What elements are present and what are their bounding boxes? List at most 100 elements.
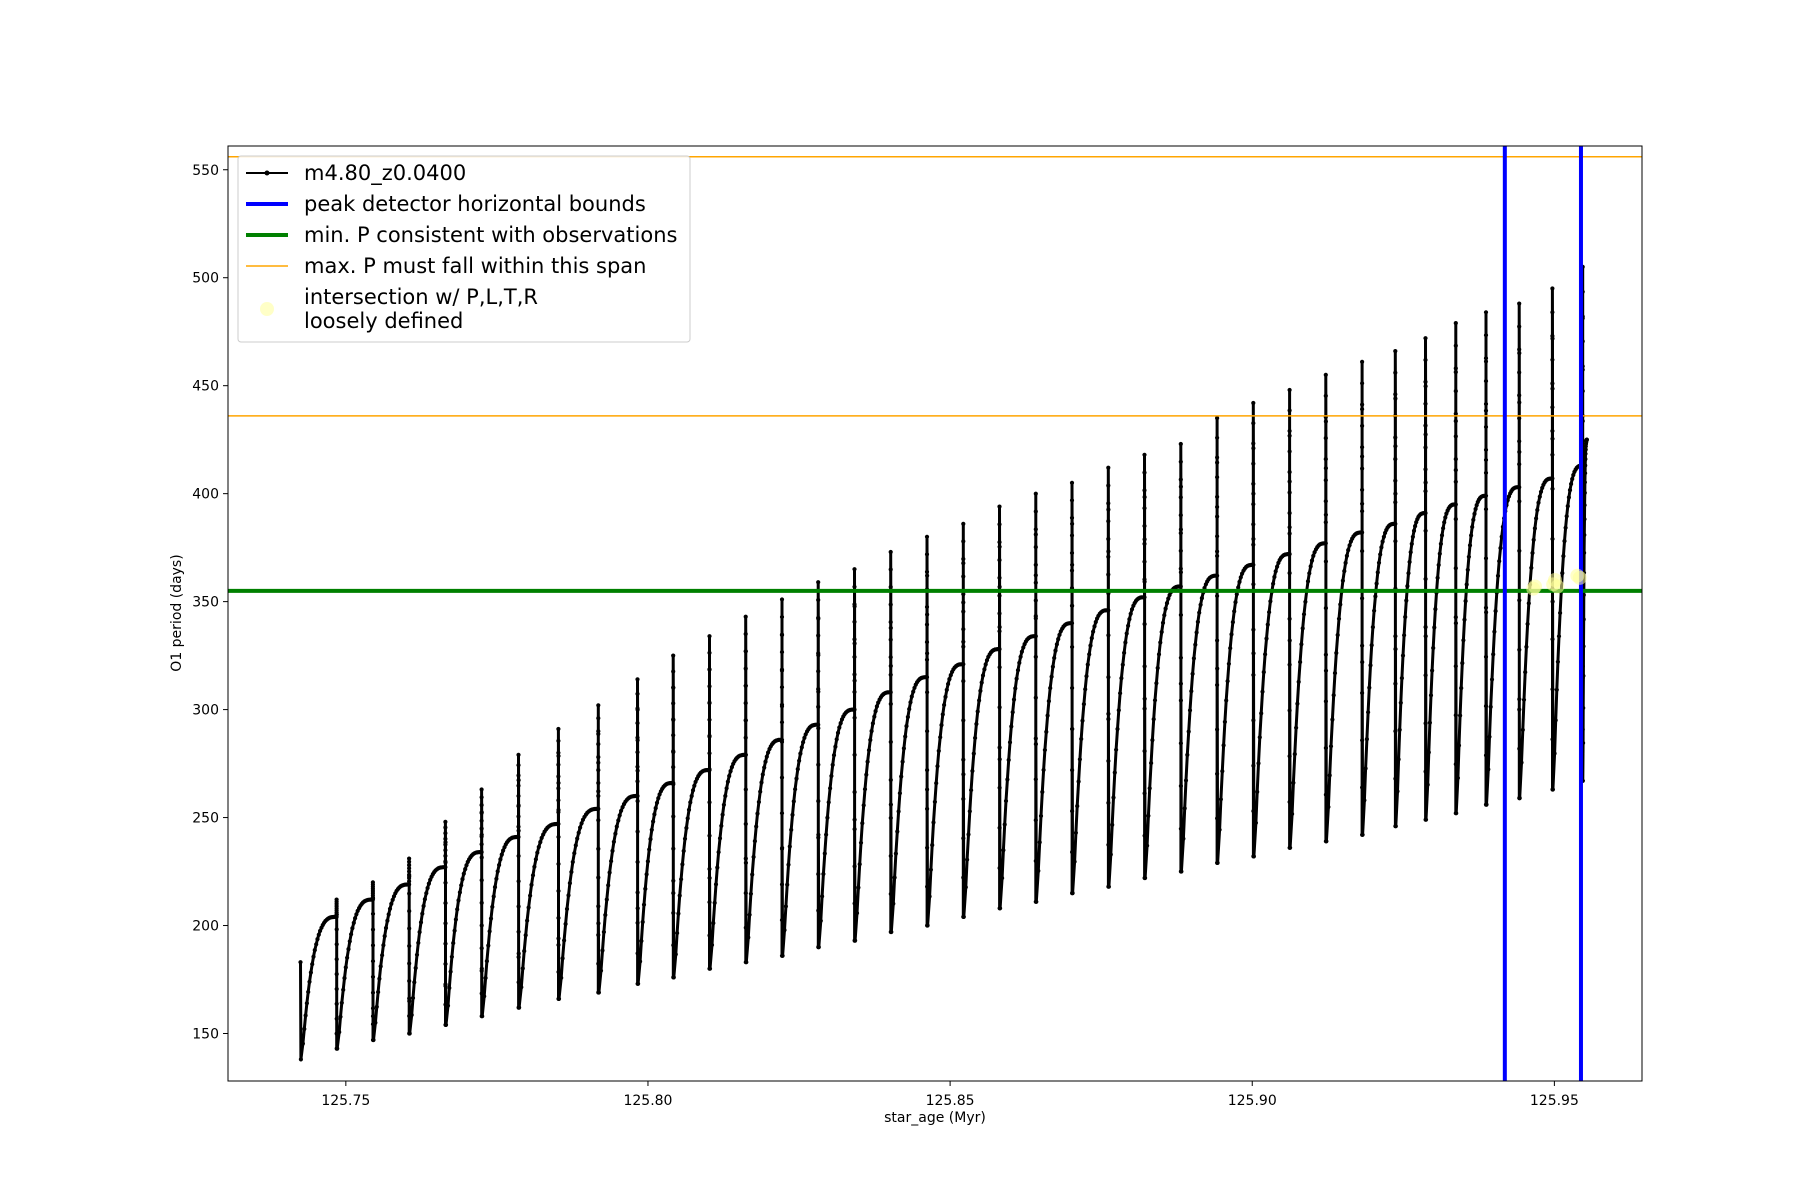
- series-point: [1550, 486, 1555, 491]
- series-point: [1426, 750, 1431, 755]
- series-point: [376, 990, 381, 995]
- series-point: [1070, 891, 1075, 896]
- series-point: [1569, 481, 1574, 487]
- series-point: [1287, 510, 1292, 516]
- series-point: [566, 893, 571, 898]
- series-point: [1142, 664, 1147, 669]
- series-point: [1555, 659, 1560, 664]
- series-point: [370, 943, 376, 948]
- series-point: [443, 831, 448, 836]
- series-point: [443, 819, 448, 825]
- series-point: [1483, 333, 1489, 338]
- series-point: [1301, 612, 1307, 617]
- series-point: [852, 654, 857, 660]
- series-point: [1423, 357, 1428, 363]
- series-point: [1453, 321, 1458, 326]
- series-point: [1438, 541, 1443, 547]
- series-point: [1393, 392, 1398, 397]
- series-point: [556, 861, 561, 867]
- series-point: [727, 773, 732, 779]
- series-point: [1360, 487, 1365, 492]
- series-point: [479, 855, 484, 860]
- series-point: [1491, 652, 1496, 657]
- series-point: [779, 650, 785, 655]
- series-point: [818, 918, 823, 923]
- series-point: [892, 875, 897, 880]
- series-point: [1251, 763, 1256, 768]
- series-point: [1453, 343, 1458, 348]
- series-point: [1033, 509, 1038, 514]
- series-point: [888, 777, 893, 783]
- series-point: [743, 718, 748, 723]
- series-point: [816, 908, 821, 913]
- series-point: [1432, 625, 1437, 630]
- series-point: [1423, 721, 1428, 726]
- series-point: [341, 987, 346, 993]
- series-point: [1145, 843, 1150, 848]
- series-point: [1558, 610, 1563, 616]
- series-point: [723, 793, 728, 799]
- series-point: [1123, 640, 1128, 645]
- series-point: [944, 687, 949, 693]
- series-point: [443, 853, 448, 859]
- series-point: [1323, 699, 1328, 704]
- series-point: [743, 666, 748, 671]
- series-point: [1251, 809, 1256, 814]
- series-point: [479, 795, 484, 800]
- series-point: [479, 803, 484, 808]
- series-point: [889, 929, 894, 935]
- series-point: [1455, 775, 1460, 781]
- series-point: [1323, 745, 1328, 751]
- series-point: [653, 806, 658, 811]
- series-point: [499, 852, 504, 857]
- series-point: [1521, 697, 1527, 702]
- series-point: [335, 1046, 340, 1051]
- series-point: [676, 911, 681, 916]
- series-point: [412, 980, 417, 985]
- series-point: [1435, 575, 1440, 581]
- series-point: [303, 1013, 308, 1018]
- series-point: [961, 757, 966, 762]
- series-point: [407, 882, 412, 887]
- series-point: [556, 807, 561, 813]
- series-point: [852, 678, 857, 683]
- series-point: [1423, 467, 1428, 472]
- series-point: [1287, 525, 1292, 530]
- series-point: [1393, 457, 1398, 462]
- series-point: [924, 552, 930, 557]
- series-point: [1215, 638, 1220, 643]
- series-point: [572, 851, 577, 856]
- series-point: [354, 912, 359, 917]
- series-point: [932, 799, 938, 805]
- series-point: [925, 573, 930, 578]
- series-point: [743, 683, 748, 688]
- series-point: [1428, 693, 1434, 698]
- series-point: [790, 812, 795, 818]
- series-point: [519, 985, 524, 990]
- series-point: [1215, 593, 1220, 599]
- series-point: [1263, 652, 1268, 657]
- series-point: [1469, 533, 1474, 538]
- series-point: [1106, 554, 1111, 559]
- series-point: [1158, 640, 1163, 645]
- series-point: [717, 836, 723, 841]
- series-point: [834, 737, 839, 742]
- series-point: [1251, 502, 1256, 507]
- series-point: [1367, 685, 1372, 690]
- series-point: [1550, 357, 1555, 362]
- series-point: [447, 985, 452, 991]
- series-point: [743, 860, 749, 866]
- series-point: [931, 820, 936, 825]
- series-point: [961, 627, 966, 632]
- series-point: [1409, 541, 1414, 547]
- series-point: [390, 897, 395, 902]
- series-point: [1260, 689, 1265, 694]
- series-point: [1326, 804, 1331, 810]
- series-point: [1427, 720, 1432, 725]
- series-point: [816, 653, 821, 658]
- series-point: [997, 593, 1002, 598]
- series-point: [1251, 562, 1256, 568]
- series-point: [1550, 405, 1555, 410]
- series-point: [692, 783, 697, 788]
- series-point: [1287, 799, 1292, 805]
